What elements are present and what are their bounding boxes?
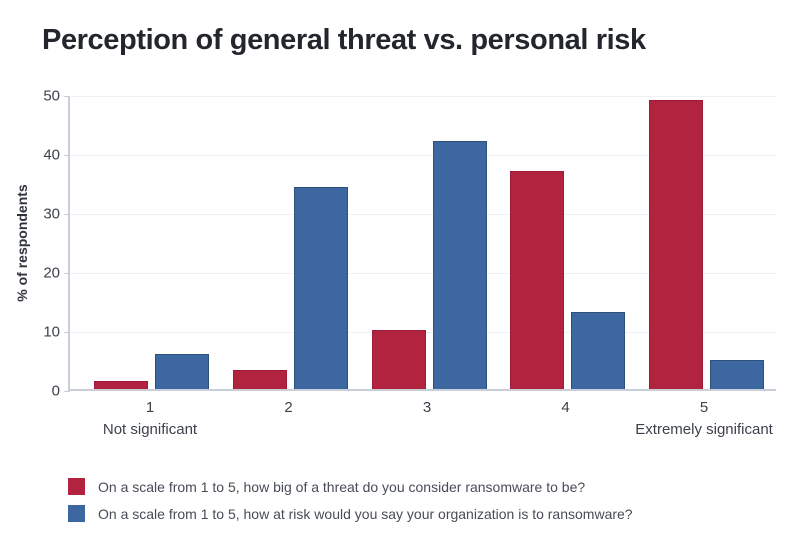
x-tick-label-2: 2 <box>284 399 293 416</box>
y-tick-mark-10 <box>64 332 70 333</box>
bar-threat-3 <box>371 330 426 389</box>
legend-row-risk: On a scale from 1 to 5, how at risk woul… <box>68 505 633 522</box>
legend-row-threat: On a scale from 1 to 5, how big of a thr… <box>68 478 633 495</box>
x-tick-label-3: 3 <box>422 399 432 416</box>
bar-threat-2 <box>233 370 287 389</box>
bar-risk-4 <box>571 312 626 389</box>
y-axis-label: % of respondents <box>14 184 30 302</box>
y-tick-label-50: 50 <box>43 87 60 105</box>
bar-group-2 <box>233 96 348 389</box>
bar-group-5 <box>648 96 764 389</box>
bar-group-4 <box>510 96 626 389</box>
y-tick-mark-20 <box>64 273 70 274</box>
gridline-y-20 <box>70 273 776 274</box>
y-tick-label-10: 10 <box>43 323 60 341</box>
gridline-y-40 <box>70 155 776 156</box>
legend-label-threat: On a scale from 1 to 5, how big of a thr… <box>98 478 586 495</box>
x-endpoint-label-left: Not significant <box>102 421 198 438</box>
x-tick-label-1: 1 <box>145 399 155 416</box>
bar-threat-4 <box>510 170 565 389</box>
bar-risk-5 <box>709 359 764 389</box>
x-endpoint-label-right: Extremely significant <box>635 421 773 438</box>
y-tick-mark-30 <box>64 214 70 215</box>
legend-swatch-threat <box>68 478 85 495</box>
chart-title: Perception of general threat vs. persona… <box>42 24 646 56</box>
y-tick-mark-40 <box>64 155 70 156</box>
y-tick-mark-0 <box>64 391 70 392</box>
x-tick-label-4: 4 <box>561 399 570 416</box>
chart-legend: On a scale from 1 to 5, how big of a thr… <box>68 478 633 532</box>
gridline-y-50 <box>70 96 776 97</box>
bar-group-3 <box>371 96 487 389</box>
y-tick-mark-50 <box>64 96 70 97</box>
bar-risk-2 <box>294 186 348 389</box>
bar-group-1 <box>94 96 210 389</box>
y-tick-label-30: 30 <box>43 205 60 223</box>
y-tick-label-20: 20 <box>43 264 60 282</box>
bar-threat-1 <box>94 381 149 389</box>
y-tick-label-0: 0 <box>51 382 60 400</box>
plot-area: 0 10 20 30 40 50 <box>43 88 776 400</box>
y-tick-label-40: 40 <box>43 146 60 164</box>
bar-risk-1 <box>155 353 210 389</box>
gridline-y-30 <box>70 214 776 215</box>
bar-threat-5 <box>648 99 703 389</box>
x-tick-label-5: 5 <box>699 399 709 416</box>
legend-label-risk: On a scale from 1 to 5, how at risk woul… <box>98 505 633 522</box>
legend-swatch-risk <box>68 505 85 522</box>
bar-risk-3 <box>432 141 487 389</box>
